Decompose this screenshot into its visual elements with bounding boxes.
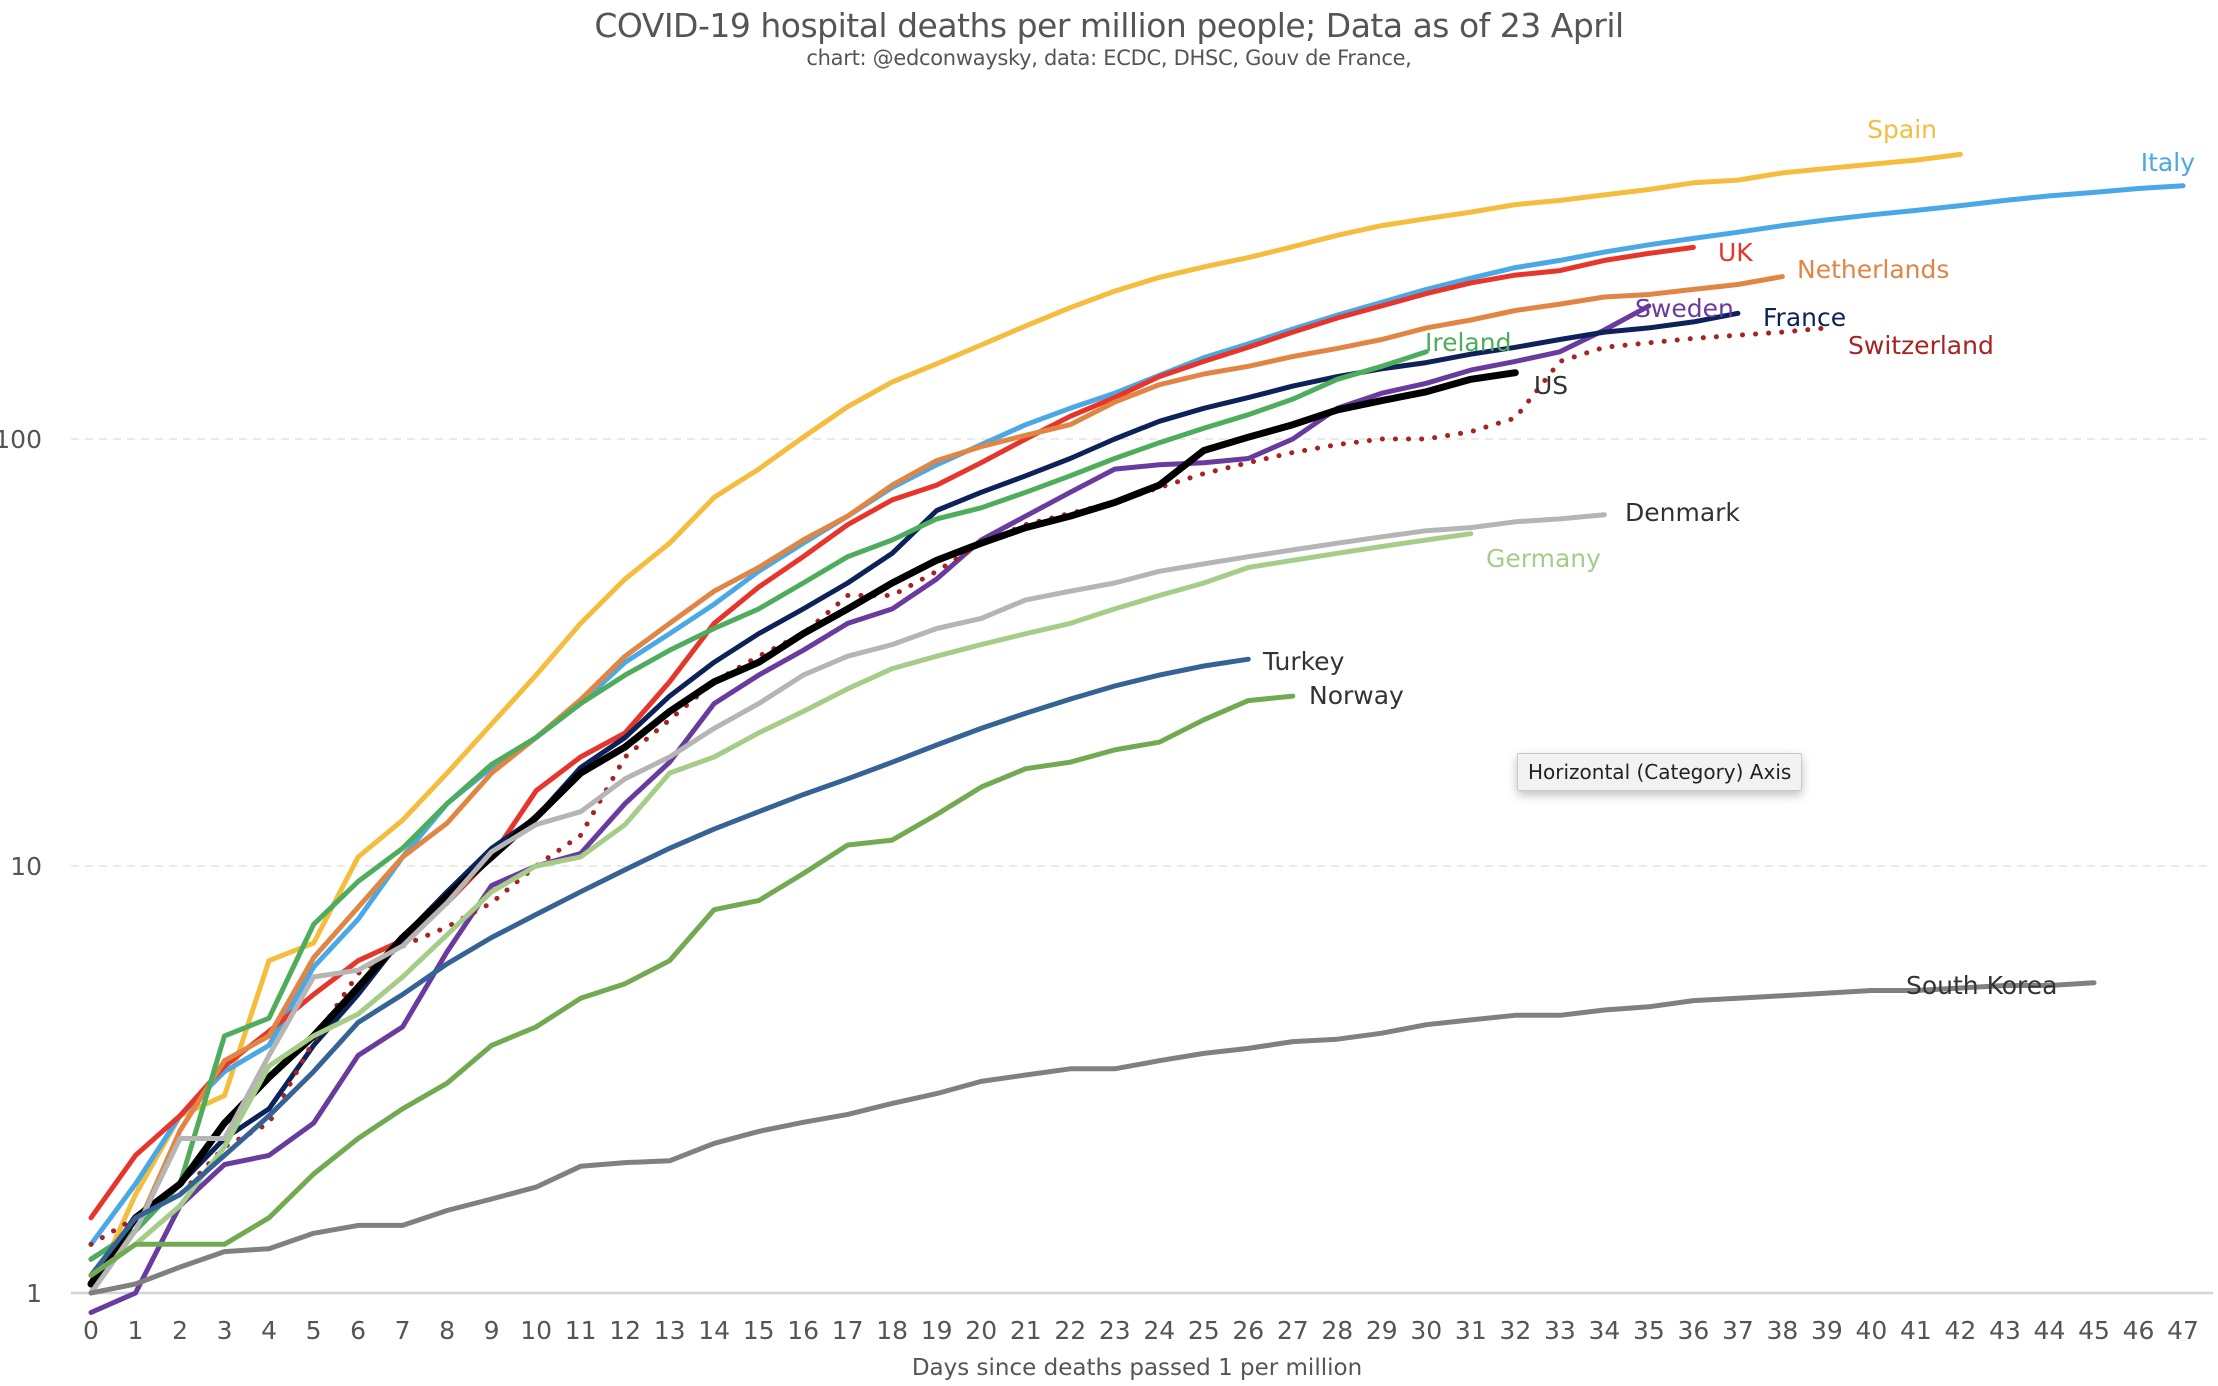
series-label-norway: Norway	[1309, 681, 1404, 710]
series-line-uk[interactable]	[88, 244, 1696, 1221]
x-tick-label: 15	[743, 1316, 775, 1345]
series-line-spain[interactable]	[88, 151, 1963, 1296]
x-tick-label: 18	[876, 1316, 908, 1345]
series-line-us[interactable]	[87, 369, 1519, 1288]
series-label-germany: Germany	[1486, 544, 1601, 573]
series-line-france[interactable]	[88, 310, 1741, 1262]
x-tick-label: 10	[520, 1316, 552, 1345]
x-tick-label: 19	[921, 1316, 953, 1345]
x-tick-label: 6	[350, 1316, 366, 1345]
series-label-switzerland: Switzerland	[1848, 331, 1994, 360]
x-tick-label: 5	[306, 1316, 322, 1345]
series-line-ireland[interactable]	[88, 349, 1429, 1262]
series-labels: Spain Italy UK Netherlands Sweden FranceSwitz…	[1262, 115, 2195, 1000]
x-tick-label: 33	[1544, 1316, 1576, 1345]
x-tick-label: 3	[217, 1316, 233, 1345]
series-label-italy: Italy	[2141, 148, 2195, 177]
x-tick-label: 22	[1054, 1316, 1086, 1345]
x-tick-label: 38	[1766, 1316, 1798, 1345]
series-label-netherlands: Netherlands	[1797, 255, 1949, 284]
x-tick-label: 36	[1677, 1316, 1709, 1345]
series-line-denmark[interactable]	[88, 512, 1607, 1296]
x-tick-label: 11	[565, 1316, 597, 1345]
x-axis-title: Days since deaths passed 1 per million	[912, 1355, 1362, 1381]
x-tick-label: 46	[2123, 1316, 2155, 1345]
x-tick-label: 8	[439, 1316, 455, 1345]
x-tick-label: 39	[1811, 1316, 1843, 1345]
x-tick-label: 14	[698, 1316, 730, 1345]
series-label-france: France	[1763, 303, 1846, 332]
series-label-ireland: Ireland	[1425, 328, 1511, 357]
axis-tooltip: Horizontal (Category) Axis	[1517, 753, 1803, 791]
x-tick-label: 0	[83, 1316, 99, 1345]
x-tick-label: 27	[1277, 1316, 1309, 1345]
x-tick-label: 1	[128, 1316, 144, 1345]
x-tick-label: 43	[1989, 1316, 2021, 1345]
x-tick-label: 28	[1321, 1316, 1353, 1345]
y-tick-label: 1	[26, 1279, 42, 1308]
series-line-germany[interactable]	[88, 531, 1474, 1278]
x-tick-label: 26	[1232, 1316, 1264, 1345]
series-line-netherlands[interactable]	[88, 274, 1785, 1278]
x-tick-label: 32	[1499, 1316, 1531, 1345]
x-tick-label: 31	[1455, 1316, 1487, 1345]
x-tick-label: 37	[1722, 1316, 1754, 1345]
x-tick-label: 23	[1099, 1316, 1131, 1345]
x-tick-label: 40	[1856, 1316, 1888, 1345]
series-label-spain: Spain	[1867, 115, 1937, 144]
x-tick-label: 20	[965, 1316, 997, 1345]
x-tick-label: 34	[1588, 1316, 1620, 1345]
series-line-norway[interactable]	[88, 693, 1296, 1278]
gridlines	[71, 438, 2213, 867]
chart-title: COVID-19 hospital deaths per million peo…	[594, 6, 1624, 45]
series-lines	[87, 151, 2186, 1315]
x-tick-label: 42	[1945, 1316, 1977, 1345]
x-tick-label: 16	[787, 1316, 819, 1345]
x-tick-label: 24	[1143, 1316, 1175, 1345]
series-label-us: US	[1534, 371, 1568, 400]
series-line-south-korea[interactable]	[88, 980, 2097, 1296]
x-tick-label: 12	[609, 1316, 641, 1345]
x-tick-label: 47	[2167, 1316, 2199, 1345]
x-tick-label: 30	[1410, 1316, 1442, 1345]
series-label-uk: UK	[1718, 238, 1753, 267]
x-tick-label: 17	[832, 1316, 864, 1345]
series-line-sweden[interactable]	[88, 303, 1652, 1315]
chart-subtitle: chart: @edconwaysky, data: ECDC, DHSC, G…	[806, 46, 1412, 70]
y-tick-label: 10	[10, 852, 42, 881]
series-label-turkey: Turkey	[1262, 647, 1345, 676]
x-tick-label: 2	[172, 1316, 188, 1345]
series-label-sweden: Sweden	[1635, 294, 1734, 323]
x-tick-label: 35	[1633, 1316, 1665, 1345]
x-tick-label: 21	[1010, 1316, 1042, 1345]
series-label-south-korea: South Korea	[1906, 971, 2057, 1000]
x-tick-label: 45	[2078, 1316, 2110, 1345]
x-tick-label: 4	[261, 1316, 277, 1345]
x-tick-label: 13	[654, 1316, 686, 1345]
x-tick-label: 25	[1188, 1316, 1220, 1345]
x-tick-label: 7	[395, 1316, 411, 1345]
x-tick-label: 44	[2034, 1316, 2066, 1345]
x-tick-label: 29	[1366, 1316, 1398, 1345]
x-tick-label: 9	[484, 1316, 500, 1345]
series-line-turkey[interactable]	[88, 656, 1251, 1278]
series-label-denmark: Denmark	[1625, 498, 1740, 527]
y-tick-label: 100	[0, 425, 42, 454]
x-tick-label: 41	[1900, 1316, 1932, 1345]
